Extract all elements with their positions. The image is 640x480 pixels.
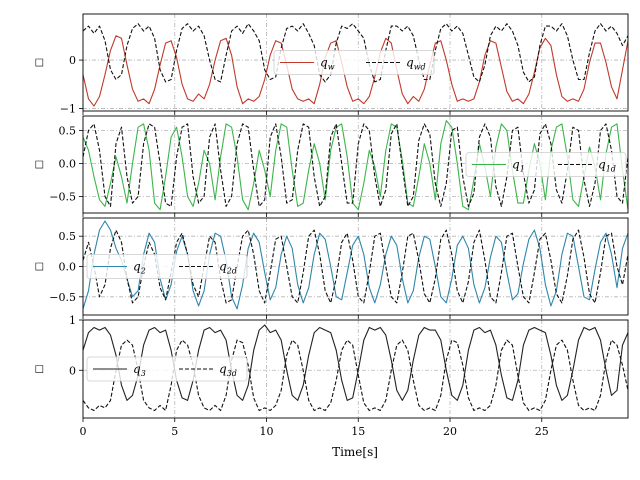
legend-label-q-3: q3 <box>133 362 146 378</box>
panel-2: 0.5 0.0 −0.5 □ q1 q1d <box>34 115 629 217</box>
x-tick-label: 20 <box>443 425 457 438</box>
legend-label-q-1: q1 <box>512 158 525 174</box>
y-axis-label: □ <box>34 58 45 67</box>
y-tick-label: 0.5 <box>59 125 77 138</box>
y-tick-label: −0.5 <box>49 191 76 204</box>
legend: q3 q3d <box>86 356 248 382</box>
x-tick-label: 5 <box>171 425 178 438</box>
legend: q2 q2d <box>86 254 248 279</box>
legend: qw qwd <box>273 50 435 75</box>
legend-box <box>465 152 627 177</box>
legend-label-q-2: q2 <box>133 260 146 276</box>
y-tick-label: 0.0 <box>59 158 77 171</box>
x-tick-label: 10 <box>260 425 274 438</box>
x-tick-label: 25 <box>535 425 549 438</box>
y-tick-label: 0 <box>69 54 76 67</box>
legend-label-q-1d: q1d <box>598 158 616 174</box>
y-tick-label: 0.5 <box>59 230 77 243</box>
legend-box <box>86 356 248 382</box>
x-tick-label: 0 <box>80 425 87 438</box>
axes-frame <box>82 13 629 112</box>
axes-frame <box>82 217 629 316</box>
legend: q1 q1d <box>465 152 627 177</box>
panel-1: 0 −1 □ qw qwd <box>34 13 629 116</box>
legend-label-q-2d: q2d <box>219 260 237 276</box>
series-line-q-3d <box>83 339 628 412</box>
series-line-q-wd <box>83 23 628 83</box>
y-tick-label: −0.5 <box>49 291 76 304</box>
legend-label-q-w: qw <box>320 56 335 72</box>
y-tick-label: −1 <box>60 103 76 116</box>
axes-frame <box>82 115 629 214</box>
legend-box <box>86 254 248 279</box>
legend-label-q-wd: qwd <box>406 56 426 72</box>
y-tick-label: 0.0 <box>59 261 77 274</box>
legend-label-q-3d: q3d <box>219 362 237 378</box>
axes-frame <box>82 319 629 419</box>
legend-box <box>273 50 435 75</box>
y-axis-label: □ <box>34 364 45 373</box>
y-axis-label: □ <box>34 160 45 169</box>
panel-3: 0.5 0.0 −0.5 □ q2 q2d <box>34 217 629 319</box>
x-tick-label: 15 <box>351 425 365 438</box>
y-tick-label: 1 <box>69 314 76 327</box>
y-tick-label: 0 <box>69 364 76 377</box>
y-axis-label: □ <box>34 262 45 271</box>
x-axis-label: Time[s] <box>332 445 378 459</box>
